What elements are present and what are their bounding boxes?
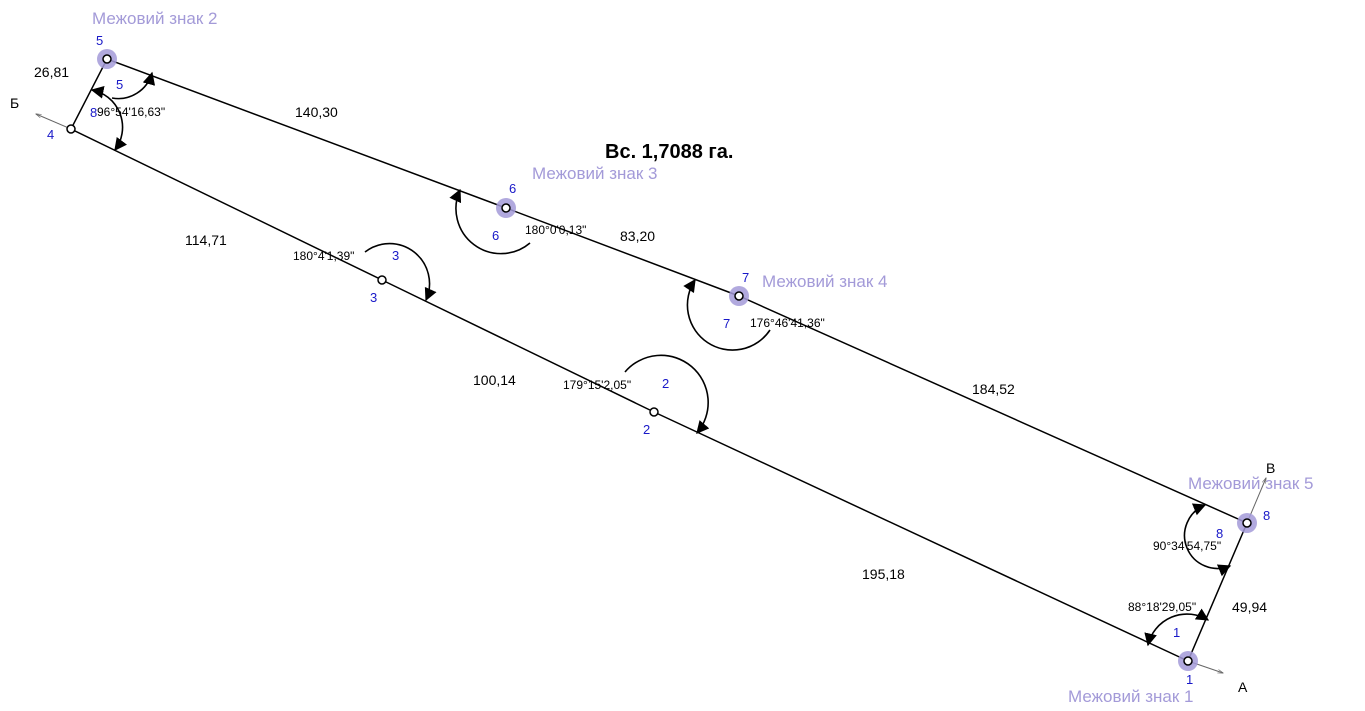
angle-arcs <box>90 71 1232 647</box>
angle-number: 3 <box>392 248 399 263</box>
marker-label: Межовий знак 3 <box>532 164 657 183</box>
angle-label: 88°18'29,05" <box>1128 600 1196 614</box>
length-label: 49,94 <box>1232 599 1267 615</box>
marker-label: Межовий знак 1 <box>1068 687 1193 706</box>
marker-label: Межовий знак 5 <box>1188 474 1313 493</box>
marker-label: Межовий знак 2 <box>92 9 217 28</box>
vertices <box>66 54 1252 666</box>
marker-label: Межовий знак 4 <box>762 272 887 291</box>
angle-number: 8 <box>1216 526 1223 541</box>
point-number: 8 <box>1263 508 1270 523</box>
title: Вс. 1,7088 га. <box>605 141 733 163</box>
point-number: 3 <box>370 290 377 305</box>
angle-number: 6 <box>492 228 499 243</box>
length-label: 26,81 <box>34 64 69 80</box>
direction-label: В <box>1266 460 1275 476</box>
length-label: 195,18 <box>862 566 905 582</box>
angle-label: 176°46'41,36" <box>750 316 825 330</box>
angle-number: 2 <box>662 376 669 391</box>
angle-number: 5 <box>116 77 123 92</box>
angle-number: 8 <box>90 105 97 120</box>
length-label: 100,14 <box>473 372 516 388</box>
angle-number: 1 <box>1173 625 1180 640</box>
point-number: 7 <box>742 270 749 285</box>
point-number: 4 <box>47 127 54 142</box>
length-label: 83,20 <box>620 228 655 244</box>
angle-label: 180°0'0,13" <box>525 223 586 237</box>
point-number: 1 <box>1186 672 1193 687</box>
length-label: 114,71 <box>185 232 227 248</box>
point-number: 2 <box>643 422 650 437</box>
angle-label: 96°54'16,63" <box>97 105 165 119</box>
direction-label: А <box>1238 679 1248 695</box>
point-number: 6 <box>509 181 516 196</box>
point-number: 5 <box>96 33 103 48</box>
angle-number: 7 <box>723 316 730 331</box>
direction-arrow <box>36 114 72 130</box>
angle-label: 179°15'2,05" <box>563 378 631 392</box>
length-label: 184,52 <box>972 381 1015 397</box>
direction-label: Б <box>10 95 19 111</box>
angle-label: 90°34'54,75" <box>1153 539 1221 553</box>
length-label: 140,30 <box>295 104 338 120</box>
angle-label: 180°4'1,39" <box>293 249 354 263</box>
